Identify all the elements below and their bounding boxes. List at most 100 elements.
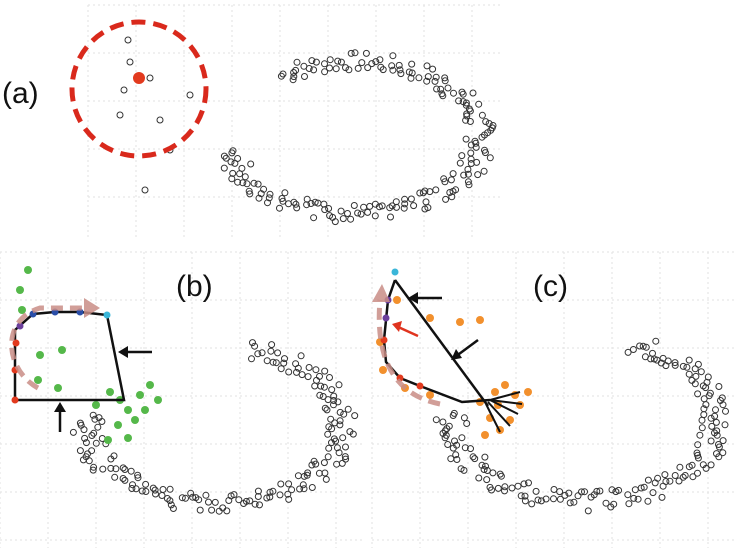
panel-a-data-point bbox=[482, 118, 490, 126]
panel-c-data-point bbox=[630, 494, 638, 502]
panel-a-data-point bbox=[265, 194, 273, 202]
panel-a-data-point bbox=[478, 133, 486, 141]
panel-a-data-point bbox=[120, 86, 128, 94]
panel-a-data-point bbox=[423, 62, 431, 70]
panel-a-data-point bbox=[387, 213, 394, 221]
panel-a-data-point bbox=[337, 58, 345, 66]
panel-b-data-point bbox=[335, 449, 343, 457]
panel-a-data-point bbox=[116, 111, 124, 119]
panel-a-data-point bbox=[279, 70, 287, 78]
panel-a-data-point bbox=[416, 189, 424, 197]
panel-b-data-point bbox=[339, 434, 347, 442]
panel-c-data-point bbox=[691, 380, 699, 388]
panel-a-data-point bbox=[293, 58, 301, 66]
panel-b-data-point bbox=[240, 500, 248, 507]
panel-b-data-point bbox=[315, 469, 323, 477]
panel-a-data-point bbox=[472, 139, 480, 147]
panel-a-data-point bbox=[358, 59, 366, 67]
panel-b-data-point bbox=[202, 491, 210, 499]
panel-a-data-point bbox=[312, 58, 320, 66]
panel-c-data-point bbox=[450, 409, 458, 417]
panel-c-data-point bbox=[649, 489, 657, 497]
panel-c-data-point bbox=[662, 362, 670, 370]
green-point bbox=[141, 406, 149, 414]
panel-a-data-point bbox=[245, 187, 253, 195]
panel-a-data-point bbox=[393, 203, 400, 211]
green-point bbox=[124, 434, 132, 442]
panel-b-data-point bbox=[119, 475, 127, 482]
panel-c-data-point bbox=[444, 441, 452, 448]
panel-b-data-point bbox=[263, 494, 271, 502]
panel-a-data-point bbox=[345, 66, 353, 74]
panel-a-data-point bbox=[354, 64, 362, 72]
panel-a-data-point bbox=[260, 185, 268, 193]
panel-a-data-point bbox=[311, 198, 319, 206]
curved-path-arrow bbox=[376, 299, 441, 407]
panel-c-data-point bbox=[712, 418, 720, 426]
panel-a-data-point bbox=[379, 66, 387, 74]
panel-a-data-point bbox=[432, 186, 440, 194]
panel-a-data-point bbox=[405, 68, 413, 76]
panel-c-data-point bbox=[461, 444, 469, 452]
panel-a-data-point bbox=[396, 66, 404, 74]
green-point bbox=[114, 421, 122, 429]
panel-a-data-point bbox=[415, 74, 423, 82]
panel-c-data-point bbox=[698, 416, 706, 424]
panel-a-data-point bbox=[481, 149, 489, 157]
panel-a-data-point bbox=[421, 205, 429, 213]
connection-line bbox=[393, 279, 490, 407]
polyline-vertex bbox=[391, 268, 399, 276]
panel-b-data-point bbox=[321, 367, 329, 375]
panel-b-data-point bbox=[320, 383, 328, 391]
panel-a-data-point bbox=[285, 200, 292, 208]
panel-b-data-point bbox=[312, 366, 320, 374]
panel-a-data-point bbox=[426, 188, 434, 196]
panel-b-data-point bbox=[88, 447, 96, 455]
panel-c-data-point bbox=[685, 356, 693, 364]
panel-b-data-point bbox=[324, 396, 332, 404]
panel-b-data-point bbox=[254, 350, 262, 358]
panel-a-data-point bbox=[310, 214, 318, 222]
panel-a-data-point bbox=[473, 158, 481, 166]
panel-b-data-point bbox=[320, 459, 328, 467]
panel-a-data-point bbox=[466, 118, 474, 125]
panel-a-data-point bbox=[347, 49, 355, 57]
panel-a-data-point bbox=[378, 202, 386, 210]
panel-a: (a) bbox=[2, 19, 497, 226]
green-point bbox=[106, 388, 114, 396]
panel-a-data-point bbox=[388, 62, 396, 70]
panel-c-data-point bbox=[460, 414, 468, 422]
panel-b-data-point bbox=[317, 382, 325, 390]
panel-a-data-point bbox=[281, 189, 289, 197]
polyline-vertex bbox=[382, 314, 390, 322]
panel-c-data-point bbox=[661, 471, 669, 479]
panel-a-data-point bbox=[455, 97, 463, 105]
panel-c-data-point bbox=[452, 451, 460, 459]
panel-a-data-point bbox=[407, 195, 415, 203]
panel-c-data-point bbox=[676, 463, 684, 471]
panel-a-data-point bbox=[467, 149, 475, 157]
panel-b-data-point bbox=[248, 355, 255, 363]
panel-b-data-point bbox=[330, 397, 338, 404]
panel-b-data-point bbox=[152, 490, 159, 498]
panel-b-data-point bbox=[294, 364, 302, 372]
panel-c-data-point bbox=[639, 342, 647, 350]
panel-a-data-point bbox=[407, 74, 415, 82]
green-point bbox=[131, 416, 139, 424]
panel-c-data-point bbox=[708, 422, 716, 430]
panel-a-data-point bbox=[463, 112, 471, 120]
panel-a-data-point bbox=[337, 207, 345, 215]
panel-a-data-point bbox=[321, 68, 329, 76]
panel-a-data-point bbox=[467, 155, 475, 163]
panel-a-data-point bbox=[444, 84, 452, 92]
panel-b-data-point bbox=[76, 419, 84, 427]
panel-c-data-point bbox=[713, 431, 721, 439]
panel-b-data-point bbox=[127, 467, 135, 475]
panel-a-data-point bbox=[462, 135, 470, 143]
panel-b-data-point bbox=[266, 488, 274, 496]
panel-b-data-point bbox=[189, 493, 197, 501]
fan-line bbox=[489, 399, 519, 415]
panel-c-data-point bbox=[681, 472, 689, 479]
panel-a-data-point bbox=[386, 204, 394, 212]
